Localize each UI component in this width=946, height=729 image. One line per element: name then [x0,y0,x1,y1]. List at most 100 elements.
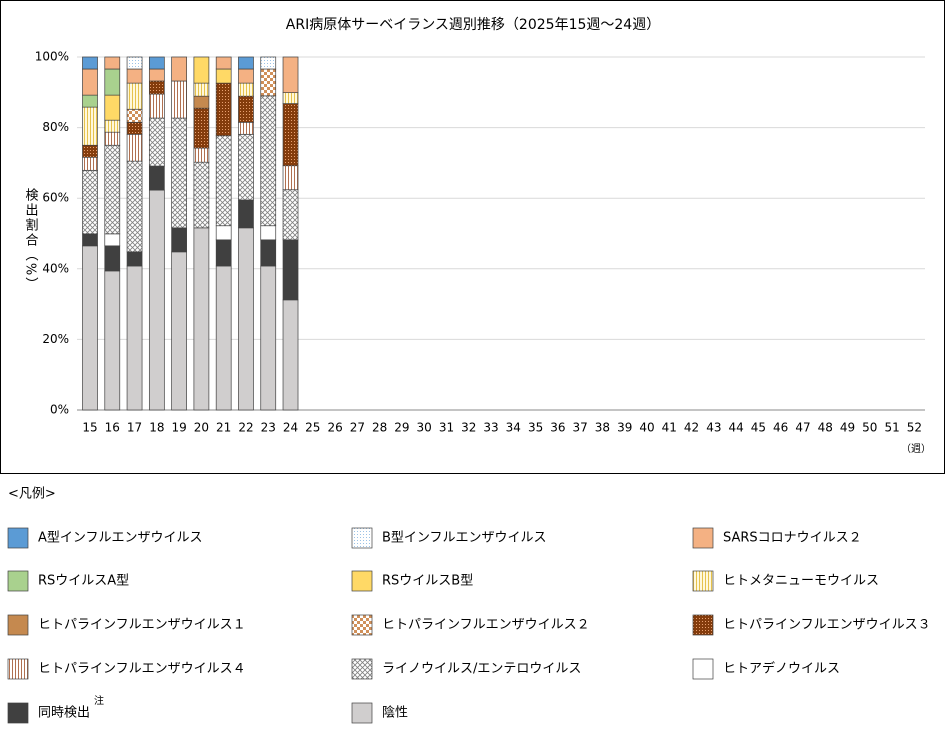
legend-label: RSウイルスA型 [38,574,129,589]
legend-label: ヒトパラインフルエンザウイルス１ [38,618,246,633]
bar-segment [171,251,187,411]
x-tick-label: 15 [82,421,97,435]
bar-segment [104,56,121,70]
bar-segment [215,82,232,137]
x-tick-label: 40 [639,421,654,435]
bar-segment [260,225,277,241]
bar-segment [82,156,98,171]
x-tick-label: 44 [728,421,743,435]
bar-segment [104,270,121,411]
x-tick-label: 34 [506,421,521,435]
bar-segment [82,94,98,108]
bar-segment [104,119,121,133]
bar-segment [148,68,165,82]
bar-segment [193,95,210,109]
x-tick-label: 42 [684,421,699,435]
bar-segment [104,245,121,272]
legend-note: 注 [94,694,104,707]
x-tick-label: 24 [283,421,298,435]
x-tick-label: 23 [261,421,276,435]
bar-segment [215,239,232,267]
bar-segment [126,68,143,84]
bar-segment [238,199,254,229]
x-tick-label: 20 [194,421,209,435]
legend-label: 同時検出 [38,706,90,721]
bar-segment [104,233,121,247]
bar-segment [171,117,187,229]
bar-segment [282,165,299,191]
legend-label: ヒトメタニューモウイルス [723,574,879,589]
bar-segment [238,121,254,135]
bar-segment [260,95,277,227]
bar-segment [126,56,143,70]
chart-title: ARI病原体サーベイランス週別推移（2025年15週～24週） [286,17,660,33]
x-tick-label: 28 [372,421,387,435]
bar-segment [238,68,254,84]
legend-swatch [351,702,373,724]
x-tick-label: 19 [171,421,186,435]
legend-label: B型インフルエンザウイルス [382,531,547,546]
legend-swatch [7,570,29,592]
bar-segment [260,239,277,267]
x-tick-label: 35 [528,421,543,435]
legend-swatch [692,658,714,680]
y-tick-label: 80% [42,120,69,134]
bar-segment [282,56,299,94]
legend-label: A型インフルエンザウイルス [38,531,203,546]
bar-segment [238,133,254,201]
x-tick-label: 21 [216,421,231,435]
bar-segment [104,144,121,235]
bar-segment [282,189,299,241]
bar-segment [126,265,143,411]
legend-label: SARSコロナウイルス２ [723,531,862,546]
x-tick-label: 39 [617,421,632,435]
bar-segment [282,92,299,104]
x-tick-label: 29 [394,421,409,435]
bar-segment [82,233,98,247]
bar-segment [282,239,299,301]
legend-label: ヒトパラインフルエンザウイルス３ [723,618,931,633]
x-tick-label: 38 [595,421,610,435]
x-tick-label: 47 [795,421,810,435]
bar-segment [171,227,187,253]
legend-swatch [351,527,373,549]
bar-segment [215,135,232,227]
x-tick-label: 32 [461,421,476,435]
y-tick-label: 100% [35,50,69,64]
bar-segment [193,147,210,163]
legend-label: ヒトパラインフルエンザウイルス４ [38,662,246,677]
x-tick-label: 41 [662,421,677,435]
bar-segment [171,80,187,119]
bar-segment [148,80,165,95]
bar-segment [215,68,232,84]
bar-segment [238,227,254,411]
bar-segment [126,108,143,123]
bar-segment [126,121,143,135]
bar-segment [148,117,165,167]
bar-segment [282,299,299,411]
x-tick-label: 51 [884,421,899,435]
legend-swatch [7,658,29,680]
y-tick-label: 0% [50,403,69,417]
bar-segment [82,106,98,146]
bar-segment [82,68,98,96]
legend-swatch [7,702,29,724]
x-tick-label: 45 [751,421,766,435]
bar-segment [238,95,254,123]
bar-segment [104,68,121,96]
bar-segment [282,103,299,167]
bar-segment [260,68,277,97]
bar-segment [126,82,143,110]
x-tick-label: 17 [127,421,142,435]
bar-segment [104,94,121,121]
x-tick-label: 43 [706,421,721,435]
legend-label: ライノウイルス/エンテロウイルス [382,662,581,677]
bar-segment [171,56,187,82]
legend-label: 陰性 [382,706,408,721]
legend-swatch [692,614,714,636]
bar-segment [148,189,165,411]
legend-label: ヒトアデノウイルス [723,661,840,677]
legend-title: <凡例> [8,487,56,502]
bar-segment [82,169,98,235]
bar-segment [148,93,165,119]
